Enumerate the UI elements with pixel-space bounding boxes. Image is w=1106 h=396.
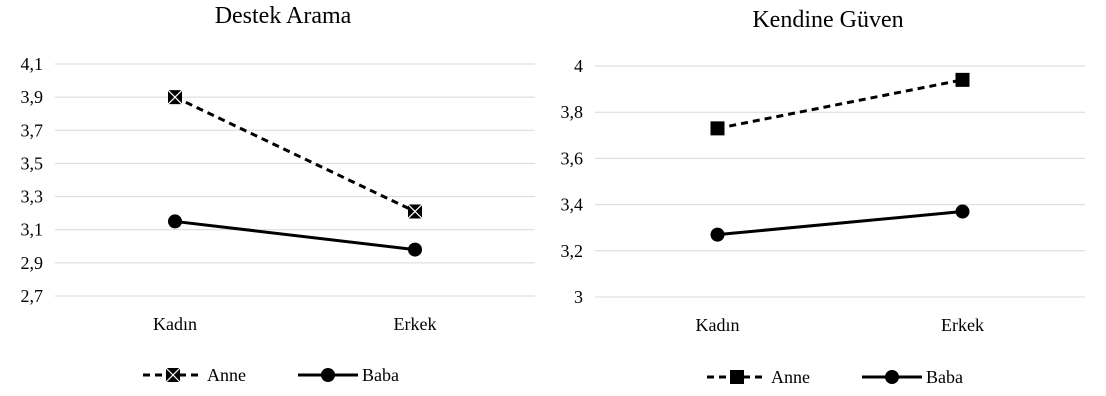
data-point-anne bbox=[955, 72, 970, 87]
y-tick-label: 3,6 bbox=[561, 148, 584, 168]
data-point-anne-x bbox=[167, 89, 183, 105]
series-line-anne bbox=[174, 95, 416, 213]
x-tick-label: Erkek bbox=[394, 314, 437, 334]
chart-destek-arama: Destek Arama 2,7 2,9 3,1 3,3 3,5 3,7 3,9 4,1 Kadı… bbox=[21, 3, 535, 385]
y-tick-label: 4,1 bbox=[21, 54, 44, 74]
legend-label: Baba bbox=[926, 367, 963, 387]
series-line-anne bbox=[717, 78, 963, 130]
x-tick-label: Erkek bbox=[941, 315, 984, 335]
legend-label: Baba bbox=[362, 365, 399, 385]
chart-title: Destek Arama bbox=[215, 3, 352, 29]
y-tick-label: 3 bbox=[574, 287, 583, 307]
x-tick-label: Kadın bbox=[696, 315, 740, 335]
x-tick-label: Kadın bbox=[153, 314, 197, 334]
y-tick-label: 3,3 bbox=[21, 187, 44, 207]
y-tick-label: 3,1 bbox=[21, 220, 44, 240]
data-point-baba bbox=[408, 242, 422, 257]
y-tick-label: 4 bbox=[574, 56, 583, 76]
y-tick-label: 2,9 bbox=[21, 253, 44, 273]
y-tick-label: 3,4 bbox=[561, 195, 584, 215]
data-point-baba bbox=[168, 214, 182, 229]
chart-title: Kendine Güven bbox=[752, 7, 903, 33]
series-line-baba bbox=[174, 219, 416, 252]
y-tick-label: 3,2 bbox=[561, 241, 584, 261]
y-tick-label: 2,7 bbox=[21, 286, 44, 306]
y-tick-label: 3,9 bbox=[21, 87, 44, 107]
legend-marker-anne-x bbox=[165, 367, 181, 383]
legend-label: Anne bbox=[207, 365, 246, 385]
series-line-baba bbox=[717, 210, 963, 237]
data-point-anne bbox=[710, 121, 725, 136]
legend-label: Anne bbox=[771, 367, 810, 387]
y-tick-label: 3,7 bbox=[21, 120, 44, 140]
legend-marker-baba bbox=[321, 368, 335, 382]
y-tick-label: 3,8 bbox=[561, 102, 584, 122]
data-point-baba bbox=[710, 227, 725, 242]
chart-kendine-guven: Kendine Güven 3 3,2 3,4 3,6 3,8 4 Kadın Erkek Ann… bbox=[561, 7, 1085, 387]
legend-marker-anne bbox=[730, 370, 744, 384]
data-point-baba bbox=[955, 204, 970, 219]
y-tick-label: 3,5 bbox=[21, 153, 44, 173]
data-point-anne-x bbox=[407, 204, 423, 219]
legend-marker-baba bbox=[885, 370, 899, 384]
